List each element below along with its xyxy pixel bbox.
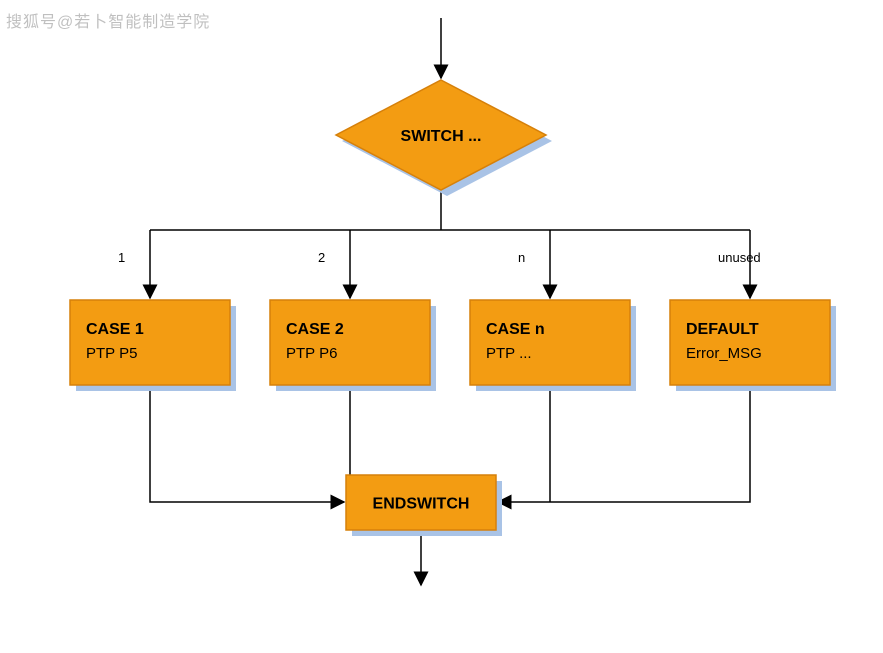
- default-title: DEFAULT: [686, 321, 759, 338]
- case1-title: CASE 1: [86, 321, 144, 338]
- endswitch-title: ENDSWITCH: [373, 496, 470, 513]
- edge-label: 2: [318, 250, 325, 265]
- watermark-text: 搜狐号@若卜智能制造学院: [6, 8, 210, 32]
- case1-sub: PTP P5: [86, 345, 137, 362]
- edge-label: unused: [718, 250, 761, 265]
- default-node: [670, 300, 830, 385]
- case2-sub: PTP P6: [286, 345, 337, 362]
- case1-node: [70, 300, 230, 385]
- edge-label: n: [518, 250, 525, 265]
- edge: [150, 385, 344, 502]
- flowchart-canvas: 1 2 n unused SWITCH ... CASE 1 PTP P5 CASE 2 PTP…: [0, 0, 883, 653]
- casen-node: [470, 300, 630, 385]
- edge: [498, 385, 750, 502]
- default-sub: Error_MSG: [686, 345, 762, 362]
- casen-title: CASE n: [486, 321, 545, 338]
- case2-title: CASE 2: [286, 321, 344, 338]
- case2-node: [270, 300, 430, 385]
- edge-label: 1: [118, 250, 125, 265]
- casen-sub: PTP ...: [486, 345, 532, 362]
- switch-title: SWITCH ...: [401, 128, 482, 145]
